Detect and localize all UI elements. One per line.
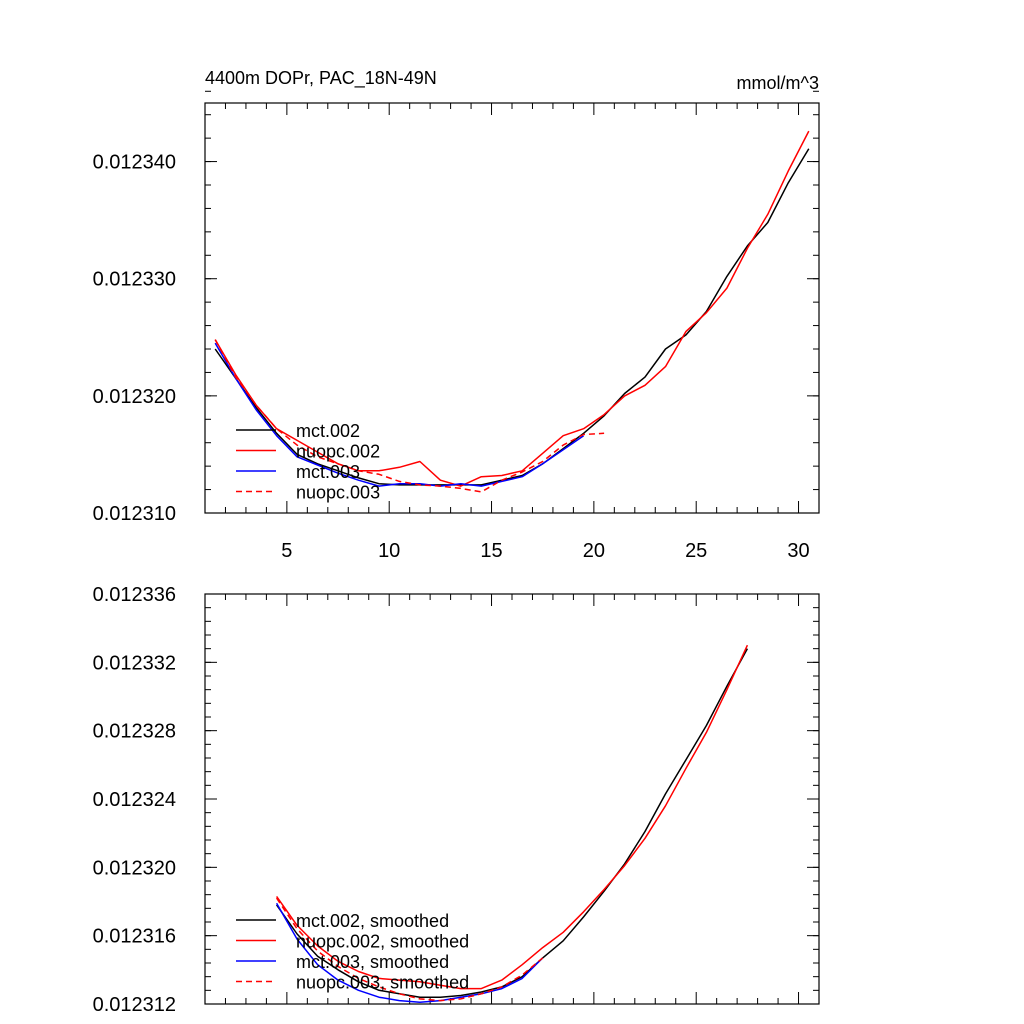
- y-tick-label: 0.012316: [93, 926, 176, 948]
- series-line: [214, 339, 605, 493]
- top-panel-title: 4400m DOPr, PAC_18N-49N: [205, 68, 437, 89]
- y-tick-label: 0.012324: [93, 789, 176, 811]
- bottom-panel-ticks: [205, 593, 820, 1005]
- series-line: [214, 130, 810, 487]
- legend-label: nuopc.002: [296, 442, 380, 462]
- x-tick-label: 5: [281, 540, 292, 562]
- y-tick-label: 0.012312: [93, 994, 176, 1016]
- bottom-panel: 0.012312 0.012316 0.012320 0.012324 0.012328…: [93, 584, 820, 1016]
- legend-label: nuopc.002, smoothed: [296, 932, 469, 952]
- x-tick-label: 10: [378, 540, 400, 562]
- x-tick-label: 20: [583, 540, 605, 562]
- x-tick-label: 30: [787, 540, 809, 562]
- legend-label: mct.002: [296, 421, 360, 441]
- y-tick-label: 0.012320: [93, 857, 176, 879]
- series-line: [214, 148, 810, 486]
- y-tick-label: 0.012336: [93, 584, 176, 606]
- y-tick-label: 0.012320: [93, 386, 176, 408]
- series-line: [275, 902, 544, 1004]
- legend-label: mct.003: [296, 462, 360, 482]
- y-tick-label: 0.012330: [93, 269, 176, 291]
- top-panel-x-tick-labels: 5 10 15 20 25 30: [281, 540, 809, 562]
- legend-label: nuopc.003, smoothed: [296, 973, 469, 993]
- top-panel: 4400m DOPr, PAC_18N-49N mmol/m^3 0.01231…: [93, 68, 820, 562]
- x-tick-label: 15: [480, 540, 502, 562]
- series-line: [214, 342, 585, 487]
- y-tick-label: 0.012310: [93, 503, 176, 525]
- y-tick-label: 0.012332: [93, 652, 176, 674]
- bottom-panel-series: [275, 644, 749, 1004]
- bottom-panel-y-tick-labels: 0.012312 0.012316 0.012320 0.012324 0.012328…: [93, 584, 176, 1016]
- top-panel-series: [214, 130, 810, 493]
- y-tick-label: 0.012340: [93, 152, 176, 174]
- top-panel-frame: [204, 102, 820, 514]
- y-tick-label: 0.012328: [93, 721, 176, 743]
- series-line: [275, 644, 749, 990]
- legend-label: mct.003, smoothed: [296, 952, 449, 972]
- series-line: [275, 648, 749, 998]
- legend-label: nuopc.003: [296, 483, 380, 503]
- bottom-panel-frame: [204, 593, 820, 1005]
- legend-label: mct.002, smoothed: [296, 911, 449, 931]
- x-tick-label: 25: [685, 540, 707, 562]
- series-line: [275, 897, 544, 1002]
- top-panel-y-tick-labels: 0.012310 0.012320 0.012330 0.012340: [93, 152, 176, 525]
- top-panel-units-label: mmol/m^3: [737, 73, 819, 93]
